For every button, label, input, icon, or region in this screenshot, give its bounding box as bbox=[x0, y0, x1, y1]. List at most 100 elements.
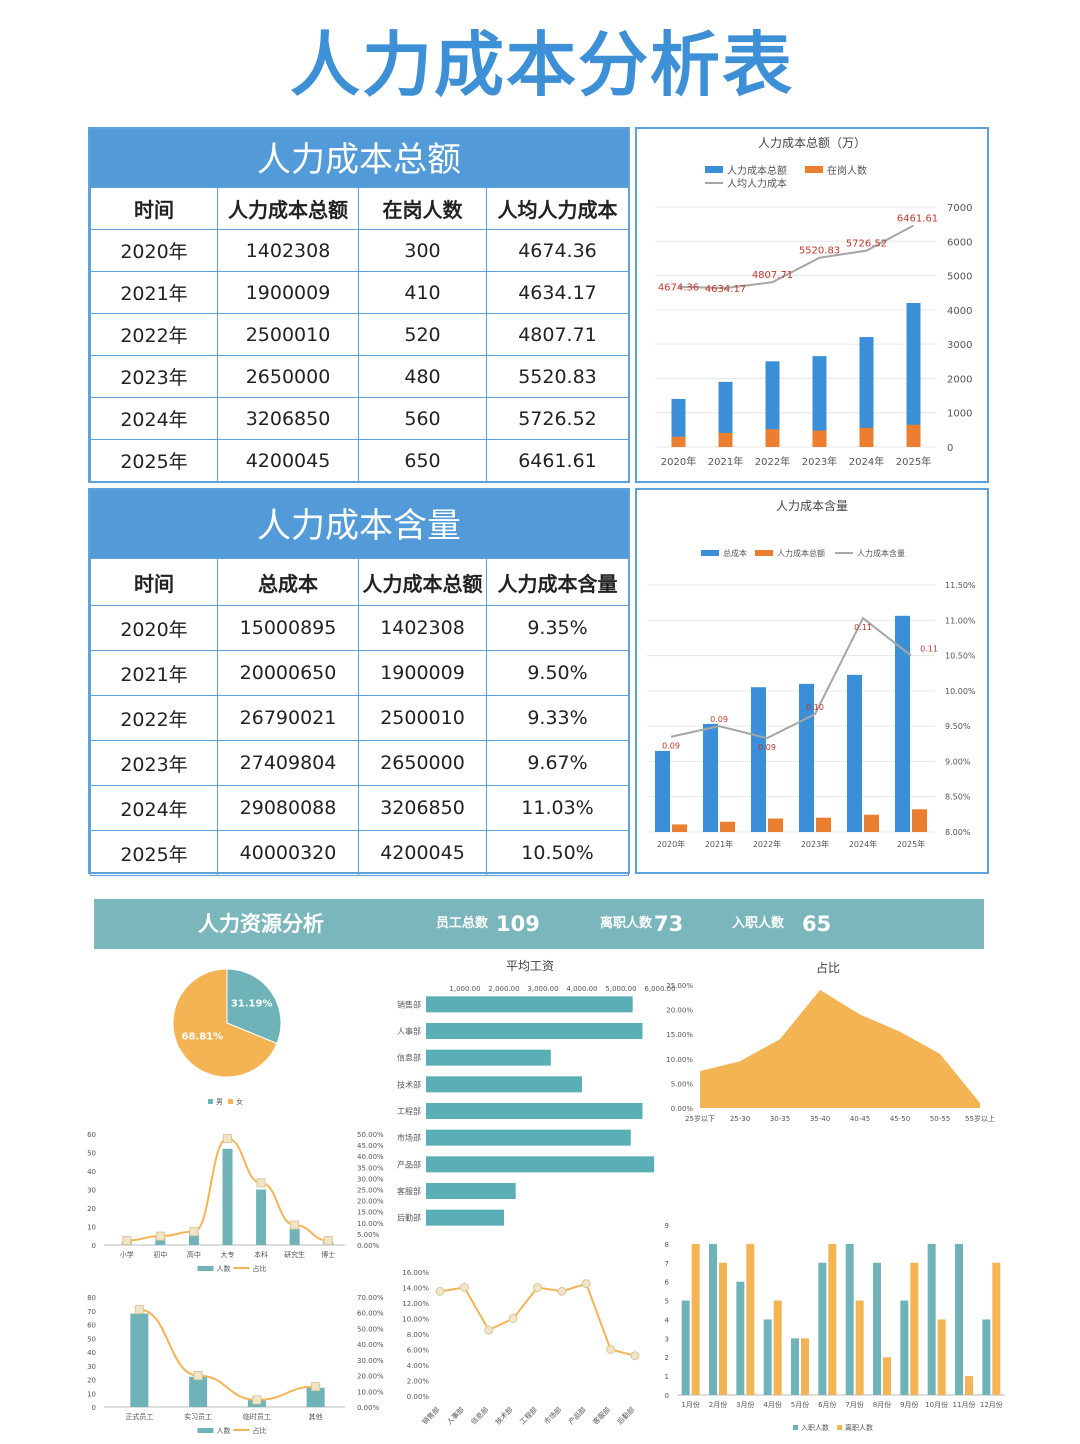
bar bbox=[765, 361, 780, 447]
table-cell: 2023年 bbox=[90, 740, 218, 786]
y-tick-label: 9.50% bbox=[945, 722, 971, 731]
pie-label: 31.19% bbox=[231, 998, 273, 1009]
header-row: 时间 总成本 人力成本总额 人力成本含量 bbox=[90, 558, 629, 606]
bar bbox=[746, 1243, 755, 1395]
y-tick-label: 40 bbox=[87, 1168, 96, 1176]
data-label: 0.09 bbox=[662, 742, 680, 751]
table-cell: 27409804 bbox=[217, 740, 359, 786]
bar bbox=[801, 1338, 809, 1395]
legend-label: 总成本 bbox=[723, 548, 747, 558]
x-tick-label: 4,000.00 bbox=[566, 985, 597, 993]
y2-tick-label: 60.00% bbox=[357, 1310, 384, 1318]
x-tick-label: 临时员工 bbox=[243, 1412, 271, 1421]
table-row: 2023年 27409804 2650000 9.67% bbox=[90, 740, 629, 786]
bar bbox=[855, 1300, 864, 1395]
y-tick-label: 客服部 bbox=[397, 1186, 421, 1196]
cost-total-grid: 时间 人力成本总额 在岗人数 人均人力成本 2020年 1402308 300 4674.36… bbox=[90, 187, 629, 482]
y-tick-label: 10.00% bbox=[666, 1056, 693, 1064]
bar bbox=[426, 1076, 582, 1093]
y-tick-label: 50 bbox=[87, 1150, 96, 1158]
table-cell: 2025年 bbox=[90, 439, 218, 482]
y-tick-label: 50 bbox=[87, 1335, 96, 1343]
y-tick-label: 1 bbox=[665, 1373, 669, 1381]
bar bbox=[720, 821, 735, 832]
age-share-chart: 占比 0.00% 5.00% 10.00% 15.00% 20.00% 25.00% 25岁以… bbox=[666, 960, 995, 1123]
data-marker bbox=[189, 1227, 199, 1237]
y-tick-label: 15.00% bbox=[666, 1031, 693, 1039]
bar bbox=[188, 1233, 199, 1245]
gender-pie-chart: 31.19% 68.81% 男 女 bbox=[172, 968, 282, 1106]
y-tick-label: 3 bbox=[665, 1335, 669, 1343]
data-marker bbox=[606, 1345, 616, 1354]
bar bbox=[965, 1376, 973, 1395]
table-cell: 480 bbox=[358, 355, 487, 398]
x-tick-label: 2022年 bbox=[753, 839, 781, 849]
data-marker bbox=[533, 1283, 542, 1292]
chart-title: 平均工资 bbox=[506, 959, 554, 973]
data-marker bbox=[557, 1286, 567, 1296]
table-cell: 650 bbox=[358, 439, 487, 482]
table-cell: 2650000 bbox=[358, 740, 487, 786]
bar bbox=[189, 1376, 208, 1407]
y-tick-label: 4.00% bbox=[407, 1362, 430, 1370]
table-row: 2021年 1900009 410 4634.17 bbox=[90, 271, 629, 314]
cost-total-chart-panel: 人力成本总额（万） 人力成本总额 在岗人数 人均人力成本 0 1000 2000 3000 40… bbox=[635, 127, 989, 483]
series-line bbox=[439, 1282, 636, 1357]
legend-swatch bbox=[837, 1425, 842, 1430]
table-cell: 2022年 bbox=[90, 313, 218, 356]
x-tick-label: 初中 bbox=[153, 1250, 167, 1259]
y-tick-label: 11.50% bbox=[945, 581, 976, 590]
x-tick-label: 2022年 bbox=[755, 455, 790, 468]
table-cell: 2650000 bbox=[217, 355, 359, 398]
chart-title: 人力成本总额（万） bbox=[758, 136, 866, 150]
table-cell: 2500010 bbox=[217, 313, 359, 356]
bar bbox=[900, 1300, 909, 1395]
y2-tick-label: 0.00% bbox=[357, 1404, 380, 1412]
table-row: 2020年 1402308 300 4674.36 bbox=[90, 229, 629, 272]
y-tick-label: 4 bbox=[665, 1316, 670, 1324]
x-tick-label: 7月份 bbox=[845, 1400, 863, 1409]
hr-title: 人力资源分析 bbox=[198, 912, 324, 936]
pie-slice bbox=[172, 968, 278, 1078]
bar bbox=[691, 1243, 700, 1395]
y2-tick-label: 15.00% bbox=[357, 1209, 384, 1217]
y-tick-label: 0 bbox=[92, 1404, 96, 1412]
y-tick-label: 市场部 bbox=[397, 1133, 421, 1143]
x-tick-label: 信息部 bbox=[469, 1405, 490, 1426]
x-tick-label: 45-50 bbox=[890, 1115, 910, 1123]
table-cell: 1402308 bbox=[358, 605, 487, 651]
x-tick-label: 大专 bbox=[221, 1250, 235, 1259]
x-tick-label: 后勤部 bbox=[615, 1405, 636, 1426]
y-tick-label: 20 bbox=[87, 1377, 96, 1385]
bar bbox=[718, 432, 733, 447]
legend-swatch bbox=[197, 1266, 214, 1271]
data-label: 5726.52 bbox=[846, 239, 887, 250]
series-line bbox=[670, 616, 912, 740]
table-cell: 560 bbox=[358, 397, 487, 440]
table-cell: 300 bbox=[358, 229, 487, 272]
x-tick-label: 正式员工 bbox=[125, 1412, 153, 1421]
bar bbox=[426, 996, 633, 1013]
y-tick-label: 8 bbox=[665, 1241, 669, 1249]
table-cell: 2024年 bbox=[90, 785, 218, 831]
y-tick-label: 7 bbox=[665, 1260, 669, 1268]
y2-tick-label: 30.00% bbox=[357, 1175, 384, 1183]
x-tick-label: 5,000.00 bbox=[605, 985, 636, 993]
x-tick-label: 5月份 bbox=[791, 1400, 809, 1409]
bar bbox=[883, 1357, 891, 1395]
y-tick-label: 10 bbox=[87, 1224, 96, 1232]
x-tick-label: 小学 bbox=[120, 1250, 134, 1259]
cost-content-chart-panel: 人力成本含量 总成本 人力成本总额 人力成本含量 8.00% 8.50% 9.00% 9.50… bbox=[635, 488, 989, 874]
x-tick-label: 25-30 bbox=[730, 1115, 750, 1123]
x-tick-label: 客服部 bbox=[591, 1405, 612, 1426]
bar bbox=[426, 1103, 643, 1119]
bar bbox=[955, 1243, 963, 1395]
legend-label: 占比 bbox=[253, 1426, 267, 1435]
column-header: 人力成本总额 bbox=[358, 558, 487, 606]
bar bbox=[773, 1300, 782, 1395]
bar bbox=[818, 1262, 827, 1395]
table-cell: 2020年 bbox=[90, 229, 218, 272]
bar bbox=[910, 1262, 919, 1395]
x-tick-label: 40-45 bbox=[850, 1115, 870, 1123]
column-header: 人力成本总额 bbox=[217, 187, 359, 230]
